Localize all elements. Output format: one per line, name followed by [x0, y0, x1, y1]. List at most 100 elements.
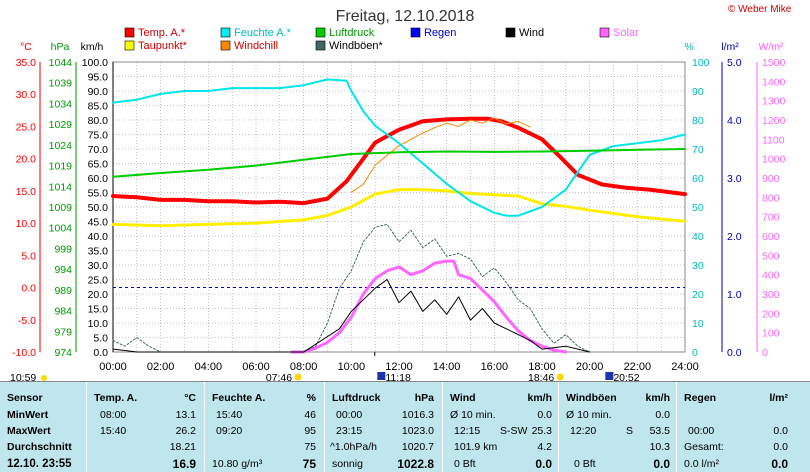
pressure-tick-label: 989 [54, 285, 72, 297]
rain-header: Regen [684, 392, 717, 404]
wind-tick-label: 0.0 [93, 347, 108, 359]
axis-unit: W/m² [758, 41, 784, 53]
temp-tick-label: -10.0 [12, 347, 36, 359]
rain-tick-label: 3.0 [727, 173, 742, 185]
wind-column: Wind km/h Ø 10 min. 0.0 12:15 S-SW 25.3 … [442, 382, 559, 472]
solar-tick-label: 500 [762, 250, 780, 262]
rain-tick-label: 1.0 [727, 289, 742, 301]
wind-tick-label: 20.0 [88, 289, 109, 301]
sunset-icon [556, 373, 564, 381]
series-windb-en [112, 223, 591, 353]
legend-swatch [410, 27, 421, 38]
wind-tick-label: 70.0 [88, 144, 109, 156]
wind-avg: 0.0 [537, 409, 552, 421]
humidity-tick-label: 90 [692, 86, 704, 98]
x-tick-label: 06:00 [242, 361, 270, 373]
pressure-header: Luftdruck [332, 392, 381, 404]
wind-max: 25.3 [531, 425, 552, 437]
pressure-tick-label: 1014 [49, 181, 73, 193]
pressure-tick-label: 1004 [49, 223, 73, 235]
wind-distance: 101.9 km [454, 441, 498, 453]
legend-label: Luftdruck [329, 27, 375, 39]
current-time-label: 10:59 [10, 372, 36, 381]
solar-tick-label: 1000 [762, 154, 786, 166]
rain-tick-label: 0.0 [727, 347, 742, 359]
pressure-max-time: 23:15 [336, 425, 363, 437]
sunrise-time: 07:46 [266, 372, 292, 381]
pressure-tick-label: 1029 [49, 119, 73, 131]
wind-current: 0.0 [535, 457, 552, 471]
wind-avg-label: Ø 10 min. [450, 409, 496, 421]
solar-tick-label: 800 [762, 192, 780, 204]
humidity-max-time: 09:20 [216, 425, 243, 437]
wind-tick-label: 90.0 [88, 86, 109, 98]
legend-swatch [124, 40, 135, 51]
wind-tick-label: 5.0 [93, 333, 108, 345]
sensor-column: Sensor MinWert MaxWert Durchschnitt 12.1… [0, 382, 87, 472]
series-luftdruck [112, 148, 686, 178]
humidity-absolute: 10.80 g/m³ [212, 458, 263, 470]
x-tick-label: 04:00 [195, 361, 223, 373]
row-label-max: MaxWert [7, 425, 51, 437]
humidity-column: Feuchte A. % 15:40 46 09:20 95 75 10.80 … [204, 382, 325, 472]
temp-tick-label: 35.0 [16, 57, 37, 69]
pressure-tick-label: 1039 [49, 78, 73, 90]
solar-tick-label: 700 [762, 212, 780, 224]
wind-tick-label: 35.0 [88, 246, 109, 258]
wind-tick-label: 10.0 [88, 318, 109, 330]
pressure-current: 1022.8 [397, 457, 434, 471]
brand-label[interactable]: © Weber Mike [728, 4, 792, 15]
wind-tick-label: 95.0 [88, 72, 109, 84]
legend-label: Windchill [234, 40, 278, 52]
rain-total-label: Gesamt: [684, 441, 724, 453]
solar-tick-label: 100 [762, 328, 780, 340]
temp-tick-label: 5.0 [21, 250, 36, 262]
x-tick-label: 20:00 [576, 361, 604, 373]
solar-tick-label: 0 [762, 347, 768, 359]
wind-unit: km/h [527, 392, 552, 404]
wind-max-dir: S-SW [500, 425, 528, 437]
wind-header: Wind [450, 392, 476, 404]
pressure-tick-label: 999 [54, 243, 72, 255]
sensor-header: Sensor [7, 392, 43, 404]
current-datetime: 12.10. 23:55 [7, 458, 72, 470]
humidity-tick-label: 50 [692, 202, 704, 214]
sunrise-icon [294, 373, 302, 381]
axis-unit: km/h [81, 41, 104, 53]
gust-unit: km/h [645, 392, 670, 404]
rain-total: 0.0 [773, 441, 788, 453]
gust-max-time: 12:20 [570, 425, 597, 437]
wind-tick-label: 80.0 [88, 115, 109, 127]
temp-tick-label: 20.0 [16, 154, 37, 166]
scrollbar-strip[interactable] [798, 382, 810, 472]
legend-label: Windböen* [329, 40, 384, 52]
pressure-unit: hPa [414, 392, 434, 404]
wind-tick-label: 25.0 [88, 275, 109, 287]
humidity-tick-label: 10 [692, 318, 704, 330]
gust-avg-label: Ø 10 min. [566, 409, 612, 421]
temp-header: Temp. A. [94, 392, 138, 404]
temp-column: Temp. A. °C 08:00 13.1 15:40 26.2 18.21 … [86, 382, 205, 472]
solar-tick-label: 600 [762, 231, 780, 243]
moonrise-icon [377, 372, 386, 380]
axis-unit: °C [20, 41, 32, 53]
x-tick-label: 10:00 [338, 361, 366, 373]
solar-tick-label: 1400 [762, 76, 786, 88]
gust-day-avg: 10.3 [649, 441, 670, 453]
wind-tick-label: 40.0 [88, 231, 109, 243]
rain-tick-label: 5.0 [727, 57, 742, 69]
gust-avg: 0.0 [655, 409, 670, 421]
x-tick-label: 12:00 [385, 361, 413, 373]
legend-label: Feuchte A.* [234, 27, 292, 39]
pressure-max: 1023.0 [401, 425, 434, 437]
rain-tick-label: 4.0 [727, 115, 742, 127]
legend-label: Regen [424, 27, 456, 39]
solar-tick-label: 400 [762, 270, 780, 282]
gust-bft: 0 Bft [574, 458, 596, 470]
rain-max-time: 00:00 [688, 425, 715, 437]
axis-unit: hPa [51, 41, 70, 53]
temp-min: 13.1 [175, 409, 196, 421]
wind-tick-label: 15.0 [88, 304, 109, 316]
sunset-time: 18:46 [528, 372, 554, 381]
x-tick-label: 14:00 [433, 361, 461, 373]
